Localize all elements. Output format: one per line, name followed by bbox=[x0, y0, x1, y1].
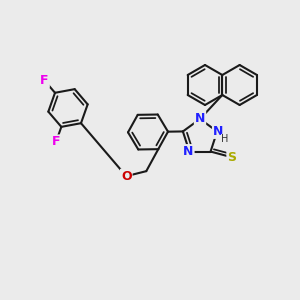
Text: F: F bbox=[52, 135, 60, 148]
Text: N: N bbox=[195, 112, 205, 124]
Text: H: H bbox=[221, 134, 229, 144]
Text: F: F bbox=[40, 74, 49, 87]
Text: N: N bbox=[183, 145, 194, 158]
Text: N: N bbox=[213, 125, 223, 138]
Text: S: S bbox=[227, 151, 236, 164]
Text: O: O bbox=[121, 170, 132, 183]
